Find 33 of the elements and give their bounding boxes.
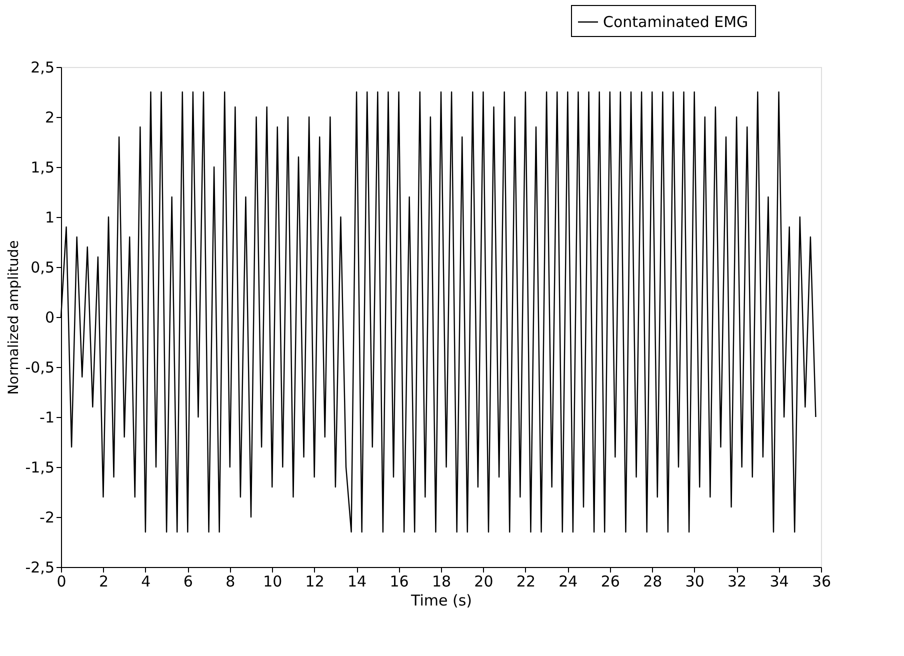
x-tick-label: 4 xyxy=(141,572,151,590)
y-tick-label: -2,5 xyxy=(25,558,54,576)
y-tick-label: 0 xyxy=(44,308,54,326)
x-tick-label: 14 xyxy=(348,572,367,590)
y-axis-title: Normalized amplitude xyxy=(6,240,22,395)
x-tick-label: 16 xyxy=(390,572,409,590)
y-tick-label: -2 xyxy=(40,508,54,526)
x-tick-label: 36 xyxy=(812,572,832,590)
legend-label: Contaminated EMG xyxy=(603,13,748,31)
x-tick-label: 22 xyxy=(516,572,536,590)
y-tick-label: 1,5 xyxy=(30,158,54,176)
x-tick-label: 2 xyxy=(98,572,108,590)
x-tick-label: 0 xyxy=(56,572,66,590)
y-tick-label: -0,5 xyxy=(25,358,54,376)
x-tick-label: 28 xyxy=(643,572,662,590)
y-tick-label: 2,5 xyxy=(30,58,54,76)
x-axis-title: Time (s) xyxy=(410,592,472,610)
x-tick-label: 18 xyxy=(432,572,452,590)
y-tick-label: 2 xyxy=(44,108,54,126)
y-tick-label: -1,5 xyxy=(25,458,54,476)
x-tick-label: 34 xyxy=(770,572,789,590)
x-tick-label: 10 xyxy=(263,572,282,590)
y-tick-label: 1 xyxy=(44,208,54,226)
x-tick-label: 6 xyxy=(183,572,193,590)
x-tick-label: 24 xyxy=(558,572,578,590)
x-tick-label: 32 xyxy=(728,572,747,590)
x-tick-label: 12 xyxy=(305,572,324,590)
y-tick-label: -1 xyxy=(40,408,54,426)
x-tick-label: 30 xyxy=(685,572,704,590)
x-tick-label: 26 xyxy=(600,572,620,590)
y-tick-label: 0,5 xyxy=(30,258,54,276)
x-tick-label: 20 xyxy=(474,572,494,590)
x-tick-label: 8 xyxy=(226,572,236,590)
